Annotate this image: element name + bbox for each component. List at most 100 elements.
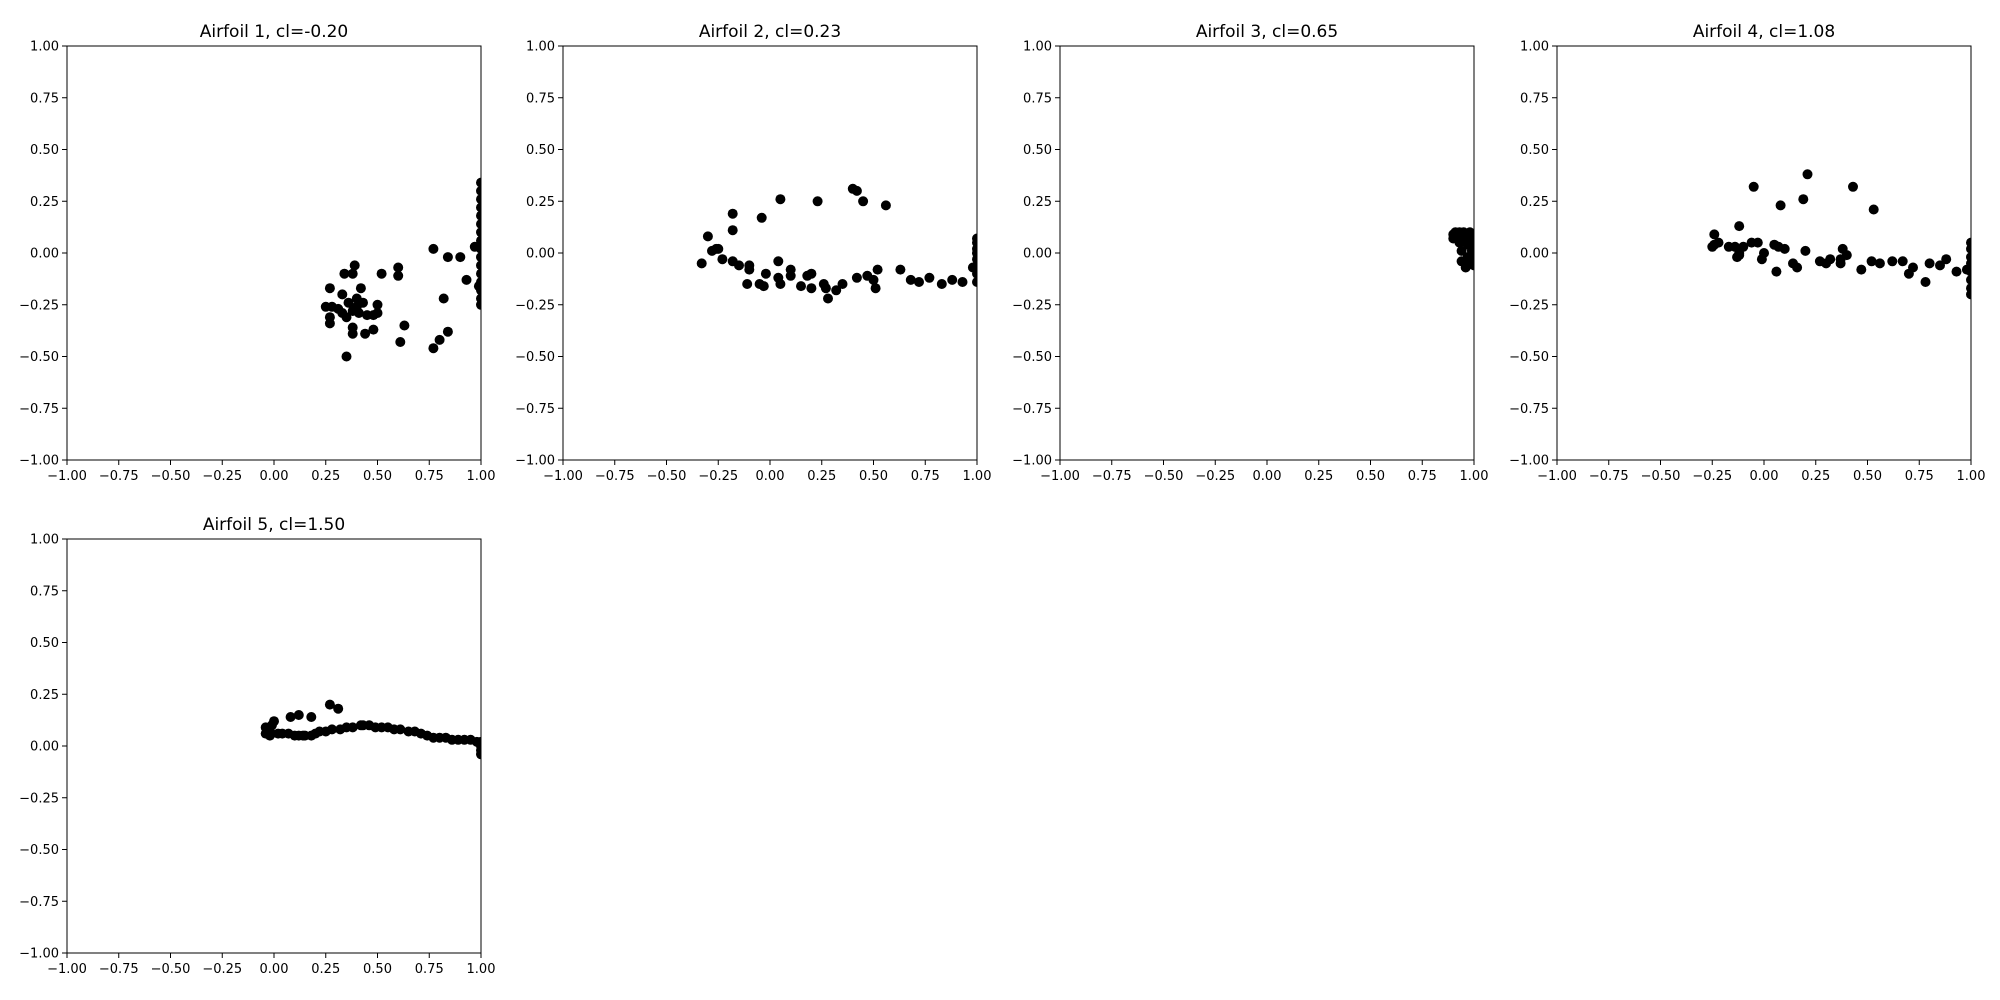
data-point [403, 726, 414, 737]
data-point [1837, 243, 1848, 254]
y-tick-label: −0.75 [19, 402, 59, 417]
y-tick-label: 0.50 [1023, 143, 1052, 158]
x-tick-label: 0.25 [1304, 469, 1333, 484]
data-point [1848, 181, 1858, 192]
data-point [847, 183, 858, 194]
data-point [806, 283, 817, 294]
y-tick-label: 0.75 [30, 91, 59, 106]
data-point [335, 724, 346, 735]
y-tick-label: 0.00 [1023, 247, 1052, 262]
y-tick-label: 0.75 [1023, 91, 1052, 106]
x-tick-label: −1.00 [1537, 469, 1577, 484]
y-tick-label: 0.75 [526, 91, 555, 106]
data-point [1723, 241, 1734, 252]
data-point [339, 268, 350, 279]
y-tick-label: −1.00 [19, 454, 59, 469]
y-tick-label: −0.25 [1012, 298, 1052, 313]
data-point [914, 277, 924, 287]
data-point [1966, 274, 1971, 285]
data-point [742, 279, 753, 289]
x-tick-label: 0.50 [363, 962, 392, 977]
data-point [1756, 254, 1767, 265]
y-tick-label: −1.00 [515, 454, 555, 469]
x-tick-label: 0.50 [363, 469, 392, 484]
data-point [324, 283, 335, 294]
x-tick-label: −0.75 [99, 469, 139, 484]
data-point [744, 260, 755, 271]
x-tick-label: −1.00 [47, 962, 87, 977]
data-point [773, 256, 784, 267]
data-point [355, 283, 366, 294]
data-point [376, 268, 387, 279]
x-tick-label: 0.25 [807, 469, 836, 484]
data-point [754, 279, 765, 289]
x-tick-label: 1.00 [467, 469, 496, 484]
data-point [1866, 256, 1877, 267]
x-tick-label: −0.75 [1092, 469, 1132, 484]
data-point [1707, 241, 1718, 252]
data-point [872, 264, 883, 275]
data-point [476, 299, 481, 310]
data-point [1448, 233, 1459, 244]
data-point [476, 227, 481, 238]
data-point [831, 285, 842, 296]
y-tick-label: 0.75 [30, 584, 59, 599]
x-tick-label: −0.50 [151, 962, 191, 977]
data-point [399, 320, 410, 331]
data-point [349, 260, 360, 271]
data-point [438, 293, 449, 304]
subplot-title: Airfoil 2, cl=0.23 [699, 22, 841, 42]
x-tick-label: −0.75 [595, 469, 635, 484]
data-point [476, 749, 481, 760]
x-tick-label: 0.25 [311, 469, 340, 484]
x-tick-label: 0.25 [1801, 469, 1830, 484]
data-point [727, 208, 738, 219]
data-point [476, 260, 481, 271]
y-tick-label: 1.00 [1023, 40, 1052, 55]
data-point [773, 272, 784, 283]
scatter-points [1707, 169, 1971, 300]
x-tick-label: 0.75 [1408, 469, 1437, 484]
x-tick-label: 1.00 [1460, 469, 1489, 484]
data-point [1466, 245, 1474, 256]
data-point [360, 328, 371, 339]
data-point [1966, 289, 1971, 300]
data-point [293, 710, 304, 720]
y-tick-label: −1.00 [1509, 454, 1549, 469]
y-tick-label: −0.25 [19, 791, 59, 806]
data-point [1456, 245, 1467, 256]
data-point [796, 281, 806, 292]
data-point [1802, 169, 1813, 180]
y-tick-label: 0.50 [30, 636, 59, 651]
data-point [924, 272, 935, 283]
x-tick-label: −0.25 [1692, 469, 1732, 484]
x-tick-label: −0.50 [151, 469, 191, 484]
data-point [837, 279, 848, 289]
x-tick-label: 0.00 [260, 962, 289, 977]
data-point [1771, 266, 1782, 277]
y-tick-label: 0.00 [526, 247, 555, 262]
data-point [1788, 258, 1798, 269]
y-tick-label: 0.25 [1023, 195, 1052, 210]
data-point [469, 241, 480, 252]
x-tick-label: −1.00 [47, 469, 87, 484]
data-point [895, 264, 906, 275]
x-tick-label: −0.25 [202, 962, 242, 977]
data-point [476, 177, 481, 188]
y-tick-label: −0.50 [515, 350, 555, 365]
data-point [1814, 256, 1825, 267]
data-point [455, 252, 466, 263]
data-point [285, 712, 296, 722]
data-point [696, 258, 707, 269]
scatter-points [320, 177, 481, 362]
data-point [473, 281, 481, 292]
data-point [260, 728, 271, 739]
y-tick-label: −0.50 [19, 843, 59, 858]
y-tick-label: −0.50 [19, 350, 59, 365]
data-point [442, 252, 453, 263]
subplot-title: Airfoil 5, cl=1.50 [203, 515, 345, 535]
data-point [1456, 256, 1467, 267]
x-tick-label: −0.50 [1144, 469, 1184, 484]
x-tick-label: 0.00 [260, 469, 289, 484]
x-tick-label: 1.00 [467, 962, 496, 977]
